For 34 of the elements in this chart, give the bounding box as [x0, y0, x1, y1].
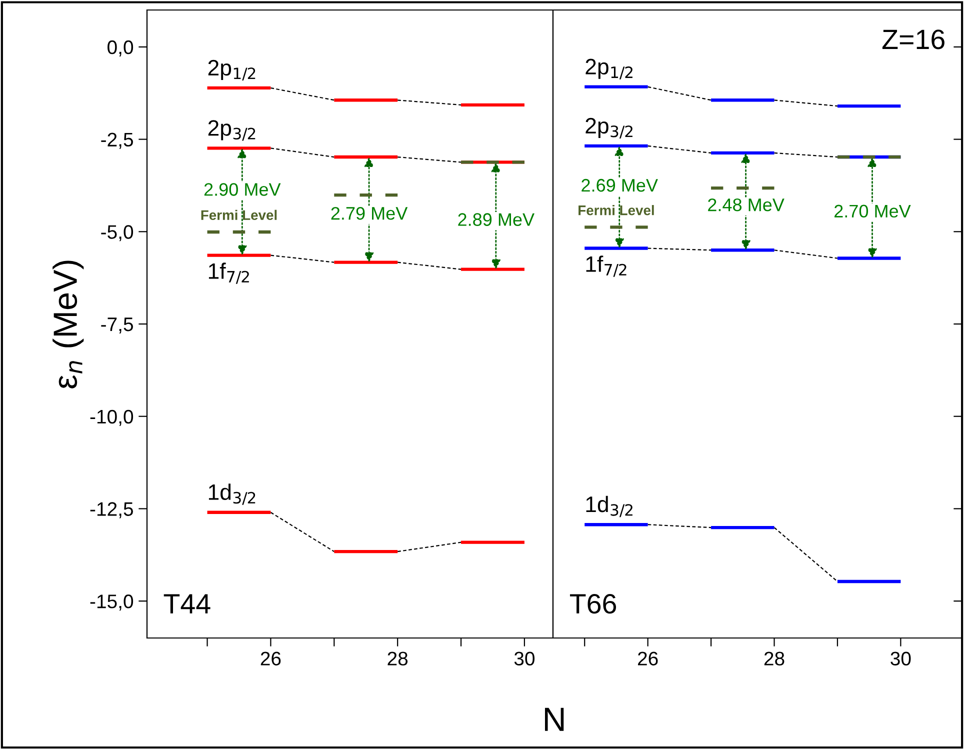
- series-label: 1f$_{7/2}$: [586, 256, 626, 277]
- y-tick-label: -5,0: [101, 225, 134, 242]
- y-tick-label: -15,0: [90, 594, 134, 611]
- y-tick-label: -7,5: [101, 318, 133, 334]
- y-tick-label: -10,0: [90, 410, 134, 426]
- series-label: 1d$_{3/2}$: [586, 496, 632, 518]
- annotation: 2.48 MeV: [708, 198, 784, 212]
- y-tick-label: 0,0: [108, 40, 134, 56]
- annotation: T66: [570, 594, 616, 614]
- x-tick-label: 30: [514, 652, 535, 666]
- series-label: 2p$_{3/2}$: [208, 120, 256, 141]
- series-label: 2p$_{3/2}$: [586, 118, 632, 138]
- series-label: 2p$_{1/2}$: [208, 60, 256, 80]
- annotation: T44: [164, 594, 210, 614]
- x-axis-title: N: [545, 708, 564, 731]
- annotation: 2.90 MeV: [204, 183, 281, 196]
- annotation: 2.79 MeV: [331, 206, 408, 220]
- annotation: Z=16: [882, 30, 944, 50]
- x-tick-label: 26: [260, 652, 281, 666]
- annotation: 2.89 MeV: [458, 213, 534, 226]
- y-tick-label: -12,5: [90, 502, 133, 518]
- x-tick-label: 28: [764, 652, 784, 666]
- x-tick-label: 30: [890, 652, 911, 666]
- series-label: 2p$_{1/2}$: [586, 58, 632, 80]
- series-label: 1d$_{3/2}$: [208, 484, 256, 505]
- x-tick-label: 26: [638, 652, 658, 666]
- annotation: 2.70 MeV: [834, 204, 911, 218]
- annotation: 2.69 MeV: [582, 178, 658, 192]
- x-tick-label: 28: [388, 652, 408, 666]
- y-axis-title: ε$_{n}$ (MeV): [52, 260, 84, 388]
- series-label: Fermi Level: [578, 205, 654, 216]
- series-label: 1f$_{7/2}$: [208, 262, 249, 284]
- y-tick-label: -2,5: [101, 132, 133, 149]
- series-label: Fermi Level: [201, 210, 277, 220]
